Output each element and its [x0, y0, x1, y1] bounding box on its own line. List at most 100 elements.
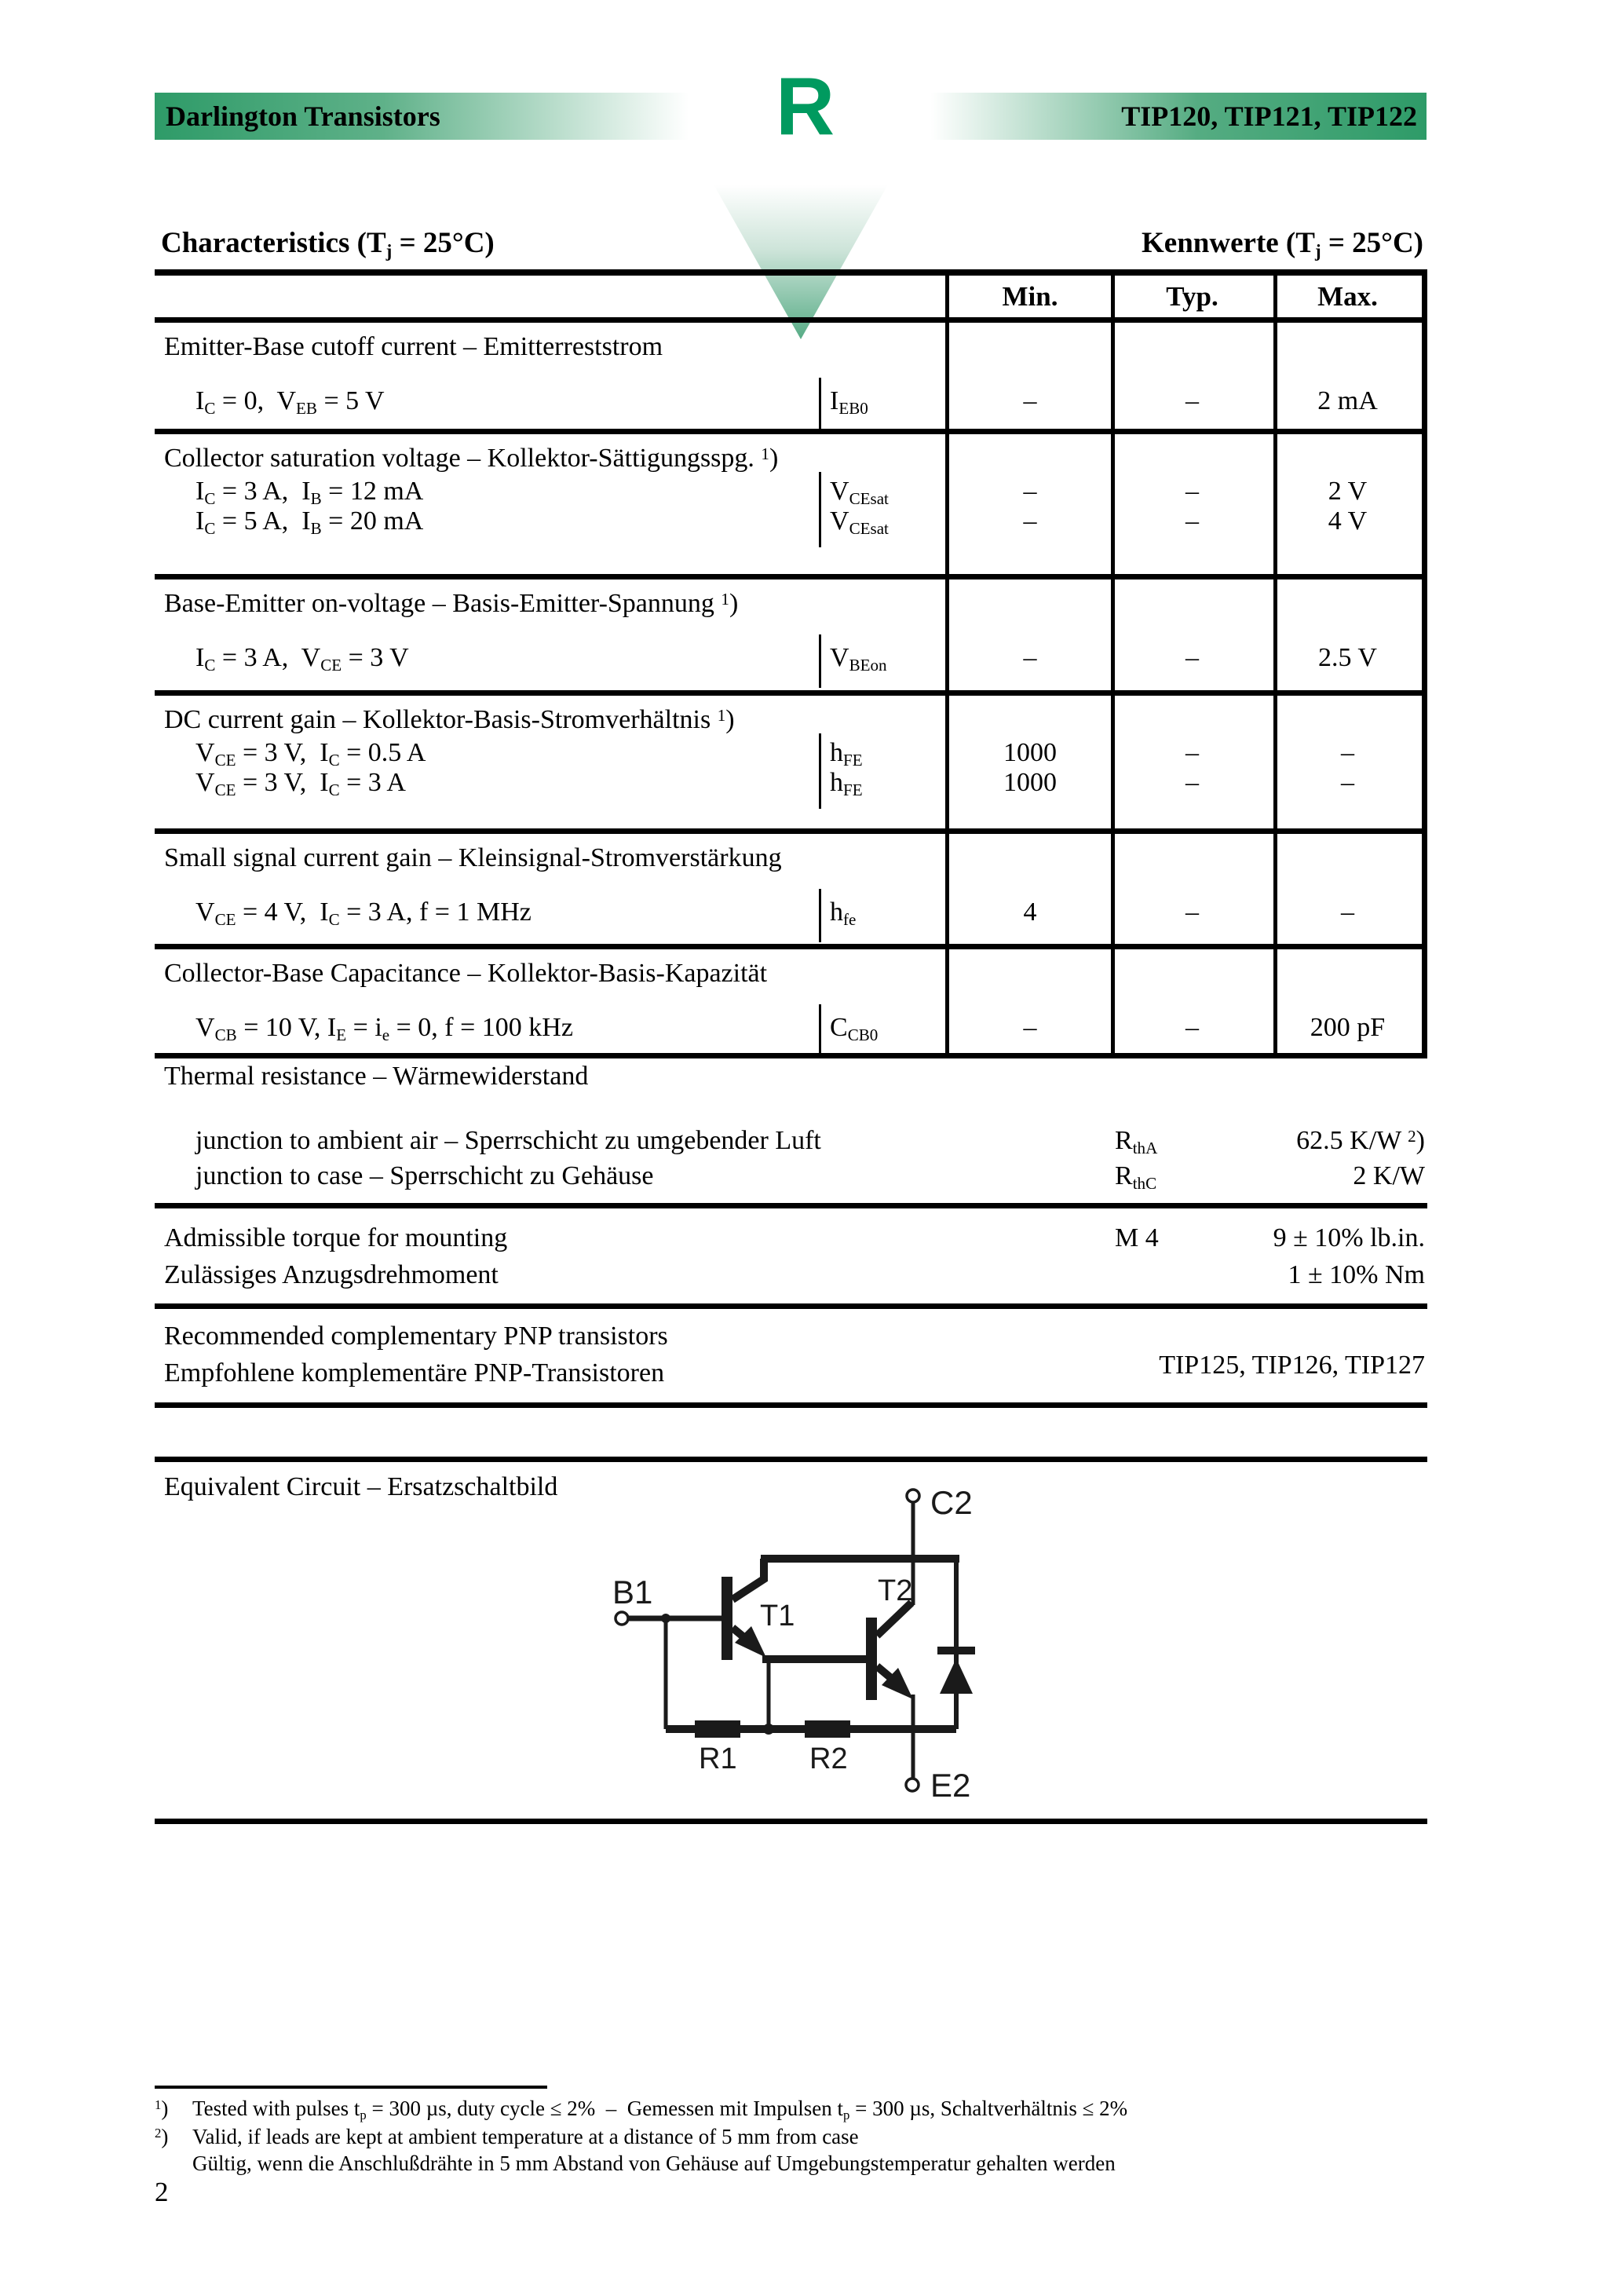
- min-cell: –: [1023, 643, 1037, 672]
- thermal-resistance-block: Thermal resistance – Wärmewiderstand jun…: [155, 1058, 1427, 1208]
- table-row: IC = 0, VEB = 5 V IEB0 – – 2 mA: [155, 382, 1427, 420]
- symbol-divider: [819, 472, 821, 547]
- col-header-typ: Typ.: [1166, 281, 1218, 312]
- b1-label: B1: [612, 1574, 652, 1610]
- symbol-cell: VCEsat: [830, 477, 889, 508]
- diode-cathode-bar: [937, 1647, 975, 1654]
- footnotes: 1) Tested with pulses tp = 300 µs, duty …: [155, 2093, 1474, 2177]
- characteristics-table: Min. Typ. Max. Emitter-Base cutoff curre…: [155, 269, 1427, 1058]
- typ-cell: –: [1185, 386, 1199, 415]
- column-divider-min: [945, 276, 949, 1058]
- footnote-1-text: Tested with pulses tp = 300 µs, duty cyc…: [192, 2097, 1128, 2122]
- t1-label: T1: [760, 1600, 795, 1632]
- t1-emitter-arrow: [735, 1626, 766, 1658]
- min-cell: 1000: [1003, 768, 1057, 797]
- table-row: IC = 3 A, VCE = 3 V VBEon – – 2.5 V: [155, 639, 1427, 677]
- section-title: Base-Emitter on-voltage – Basis-Emitter-…: [164, 589, 739, 618]
- characteristics-table-wrap: Min. Typ. Max. Emitter-Base cutoff curre…: [155, 269, 1427, 1408]
- min-cell: 4: [1023, 898, 1037, 927]
- thermal-label: junction to case – Sperrschicht zu Gehäu…: [195, 1161, 654, 1190]
- max-cell: 2 mA: [1317, 386, 1378, 415]
- typ-cell: –: [1185, 898, 1199, 927]
- characteristics-heading: Characteristics (Tj = 25°C): [161, 227, 495, 261]
- pnp-row-en: Recommended complementary PNP transistor…: [155, 1318, 1427, 1355]
- product-family-title: Darlington Transistors: [166, 101, 440, 132]
- t2-label: T2: [878, 1574, 912, 1607]
- table-section-base-emitter-on-voltage: Base-Emitter on-voltage – Basis-Emitter-…: [155, 579, 1427, 696]
- typ-cell: –: [1185, 768, 1199, 797]
- section-title: Collector saturation voltage – Kollektor…: [164, 444, 779, 473]
- torque-row-en: Admissible torque for mounting M 4 9 ± 1…: [155, 1219, 1427, 1257]
- pnp-label-de: Empfohlene komplementäre PNP-Transistore…: [164, 1358, 665, 1387]
- torque-value-lbin: 9 ± 10% lb.in.: [1273, 1223, 1425, 1252]
- torque-label-en: Admissible torque for mounting: [164, 1223, 508, 1252]
- table-row: IC = 5 A, IB = 20 mA VCEsat – – 4 V: [155, 506, 1427, 536]
- header-spacer: [155, 276, 949, 317]
- thermal-title: Thermal resistance – Wärmewiderstand: [164, 1062, 589, 1091]
- symbol-cell: IEB0: [830, 386, 868, 418]
- symbol-cell: hfe: [830, 898, 857, 929]
- max-cell: 2 V: [1328, 477, 1368, 506]
- footnote-2-marker: 2): [155, 2125, 169, 2148]
- section-heading-row: Characteristics (Tj = 25°C) Kennwerte (T…: [155, 226, 1427, 261]
- pnp-label-en: Recommended complementary PNP transistor…: [164, 1322, 668, 1351]
- torque-symbol: M 4: [1115, 1223, 1159, 1252]
- table-right-border: [1422, 276, 1427, 1058]
- e2-label: E2: [930, 1767, 970, 1804]
- torque-row-de: Zulässiges Anzugsdrehmoment 1 ± 10% Nm: [155, 1257, 1427, 1293]
- equivalent-circuit-heading: Equivalent Circuit – Ersatzschaltbild: [164, 1472, 558, 1501]
- column-divider-max: [1273, 276, 1277, 1058]
- torque-block: Admissible torque for mounting M 4 9 ± 1…: [155, 1208, 1427, 1309]
- thermal-row-case: junction to case – Sperrschicht zu Gehäu…: [155, 1158, 1427, 1194]
- b1-junction-dot: [661, 1614, 670, 1623]
- condition-cell: IC = 5 A, IB = 20 mA: [195, 506, 424, 538]
- r2-label: R2: [809, 1742, 848, 1775]
- symbol-divider: [819, 1004, 821, 1058]
- t2-transistor-bar: [866, 1618, 877, 1700]
- min-cell: –: [1023, 386, 1037, 415]
- col-header-max: Max.: [1317, 281, 1378, 312]
- max-cell: 4 V: [1328, 506, 1368, 536]
- equivalent-circuit-diagram: C2 B1 T1 T2 R1 R2 E2: [612, 1484, 975, 1804]
- condition-cell: IC = 3 A, IB = 12 mA: [195, 477, 424, 508]
- typ-cell: –: [1185, 643, 1199, 672]
- section-title: Small signal current gain – Kleinsignal-…: [164, 843, 782, 872]
- t1-collector-lead: [730, 1559, 768, 1603]
- brand-logo: R: [776, 61, 835, 152]
- footnote-2-continuation: Gültig, wenn die Anschlußdrähte in 5 mm …: [155, 2150, 1474, 2177]
- c2-label: C2: [930, 1484, 973, 1521]
- typ-cell: –: [1185, 506, 1199, 536]
- col-header-min: Min.: [1002, 281, 1058, 312]
- condition-cell: VCB = 10 V, IE = ie = 0, f = 100 kHz: [195, 1013, 573, 1044]
- page-number: 2: [155, 2177, 169, 2207]
- symbol-cell: hFE: [830, 768, 863, 799]
- condition-cell: VCE = 3 V, IC = 0.5 A: [195, 738, 426, 770]
- typ-cell: –: [1185, 477, 1199, 506]
- table-header-row: Min. Typ. Max.: [155, 276, 1427, 323]
- thermal-value: 62.5 K/W 2): [1296, 1126, 1425, 1155]
- kennwerte-heading: Kennwerte (Tj = 25°C): [1142, 227, 1423, 261]
- pnp-row-de: Empfohlene komplementäre PNP-Transistore…: [155, 1355, 1427, 1392]
- complementary-pnp-block: Recommended complementary PNP transistor…: [155, 1309, 1427, 1408]
- table-row: IC = 3 A, IB = 12 mA VCEsat – – 2 V: [155, 477, 1427, 506]
- table-section-emitter-base-cutoff: Emitter-Base cutoff current – Emitterres…: [155, 323, 1427, 434]
- torque-label-de: Zulässiges Anzugsdrehmoment: [164, 1260, 499, 1289]
- symbol-cell: hFE: [830, 738, 863, 770]
- footnote-2-text: Valid, if leads are kept at ambient temp…: [192, 2125, 859, 2148]
- part-numbers-title: TIP120, TIP121, TIP122: [1121, 101, 1417, 132]
- b1-terminal: [614, 1610, 630, 1626]
- thermal-label: junction to ambient air – Sperrschicht z…: [195, 1126, 821, 1155]
- pnp-part-numbers: TIP125, TIP126, TIP127: [1159, 1351, 1425, 1380]
- c2-terminal: [905, 1488, 921, 1504]
- table-section-small-signal-gain: Small signal current gain – Kleinsignal-…: [155, 834, 1427, 949]
- footnote-1: 1) Tested with pulses tp = 300 µs, duty …: [155, 2093, 1474, 2123]
- typ-cell: –: [1185, 738, 1199, 767]
- rule-below-circuit: [155, 1819, 1427, 1824]
- thermal-value: 2 K/W: [1353, 1161, 1425, 1190]
- table-section-dc-current-gain: DC current gain – Kollektor-Basis-Stromv…: [155, 696, 1427, 834]
- symbol-cell: VCEsat: [830, 506, 889, 538]
- rule-above-circuit: [155, 1457, 1427, 1462]
- condition-cell: IC = 0, VEB = 5 V: [195, 386, 385, 418]
- condition-cell: IC = 3 A, VCE = 3 V: [195, 643, 409, 675]
- section-title: DC current gain – Kollektor-Basis-Stromv…: [164, 705, 735, 734]
